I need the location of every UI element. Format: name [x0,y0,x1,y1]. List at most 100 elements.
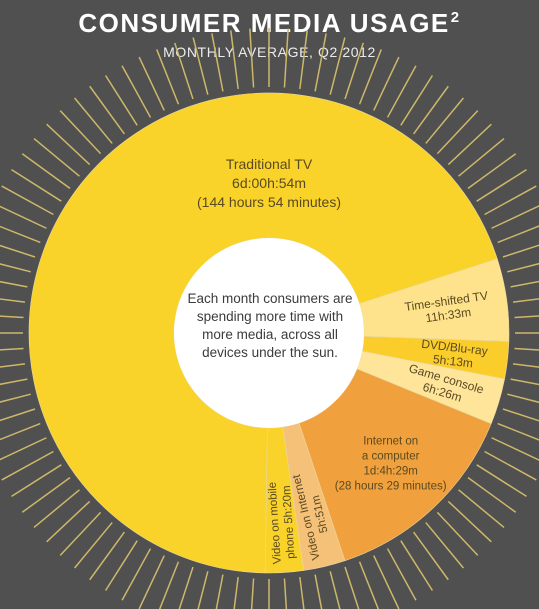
sun-ray [156,49,180,105]
sun-ray [121,65,152,118]
sun-ray [21,153,71,190]
sun-ray [514,347,539,351]
sun-ray [491,437,539,461]
sun-ray [484,185,537,216]
label-dvd-blu-ray: DVD/Blu-ray5h:13m [419,337,488,372]
sun-ray [386,548,417,601]
sun-ray [0,298,26,303]
label-line: (144 hours 54 minutes) [197,194,341,210]
sun-ray [507,393,539,404]
sun-ray [0,408,36,422]
sun-ray [344,566,360,609]
sun-ray [104,540,138,591]
sun-ray [425,97,464,144]
sun-ray [314,574,323,609]
sun-ray [0,347,24,351]
sun-ray [74,522,113,569]
sun-ray [502,408,539,422]
label-internet-on-a-computer: Internet on a computer 1d:4h:29m (28 hours … [335,435,447,492]
sun-ray [329,571,341,609]
sun-ray [344,42,364,100]
sun-ray [0,422,41,441]
sun-ray [299,576,305,609]
sun-ray [0,437,47,461]
label-line: a computer [362,450,420,462]
sun-ray [1,450,54,481]
title-text: CONSUMER MEDIA USAGE [78,8,450,38]
sun-ray [138,555,165,609]
sun-ray [283,28,289,88]
sun-ray [467,153,517,190]
sun-ray [178,566,194,609]
sun-ray [447,123,492,166]
sun-ray [230,30,239,90]
center-circle [174,238,364,428]
sun-ray [138,56,165,111]
sun-ray [400,75,434,126]
sun-ray [211,33,224,92]
sun-ray [358,561,380,609]
label-video-on-mobile-phone: Video on mobilephone 5h:20m [267,481,298,565]
sun-ray [314,33,327,92]
sun-ray [400,540,434,591]
sun-ray [249,28,255,88]
sun-ray [158,561,180,609]
label-line: phone 5h:20m [281,485,298,559]
chart-title: CONSUMER MEDIA USAGE2 [0,8,539,39]
sun-ray [21,476,71,513]
sun-ray [467,476,517,513]
sun-ray [33,489,80,528]
label-line: Video on mobile [267,482,284,565]
label-line: 1d:4h:29m [363,465,417,477]
sun-ray [174,42,194,100]
label-line: 6d:00h:54m [232,175,306,191]
segment-labels: Traditional TV 6d:00h:54m (144 hours 54 mi… [197,156,489,565]
sun-ray [497,225,539,244]
label-line: Internet on [363,435,418,447]
sun-ray [436,511,479,556]
sun-ray [412,531,449,581]
sun-ray [476,464,527,498]
sun-ray [502,244,539,258]
sun-ray [215,574,224,609]
sun-ray [104,75,138,126]
sun-ray [0,280,28,288]
sun-ray [0,393,31,403]
sun-ray [412,85,449,135]
sun-ray [46,123,91,166]
sun-ray [283,578,288,609]
sun-ray [514,315,539,319]
sun-ray [425,522,464,569]
chart-segments [28,92,510,574]
title-footnote: 2 [450,9,461,26]
sun-rays [0,28,539,609]
sun-ray [386,65,417,118]
sun-ray [512,363,539,368]
sun-ray [299,30,308,90]
sun-ray [192,37,209,95]
sun-ray [46,500,91,543]
sun-ray [497,422,539,441]
sun-ray [491,205,539,229]
sun-ray [512,298,539,303]
sun-ray [89,531,126,581]
sun-ray [1,185,54,216]
sun-ray [373,56,400,111]
sun-ray [0,378,28,386]
sun-ray [250,578,255,609]
sun-ray [329,37,346,95]
sun-ray [358,49,382,105]
sun-ray [458,138,505,177]
center-message: Each month consumers are spending more t… [187,291,353,360]
sun-ray [33,138,80,177]
sun-ray [507,262,539,273]
sun-ray [0,244,36,258]
label-line: (28 hours 29 minutes) [335,480,447,492]
sun-ray [436,110,479,155]
sun-ray [447,500,492,543]
sun-ray [59,110,102,155]
sun-ray [233,576,239,609]
label-traditional-tv: Traditional TV 6d:00h:54m (144 hours 54 mi… [197,156,341,210]
sun-ray [0,315,24,319]
sun-ray [0,225,41,244]
